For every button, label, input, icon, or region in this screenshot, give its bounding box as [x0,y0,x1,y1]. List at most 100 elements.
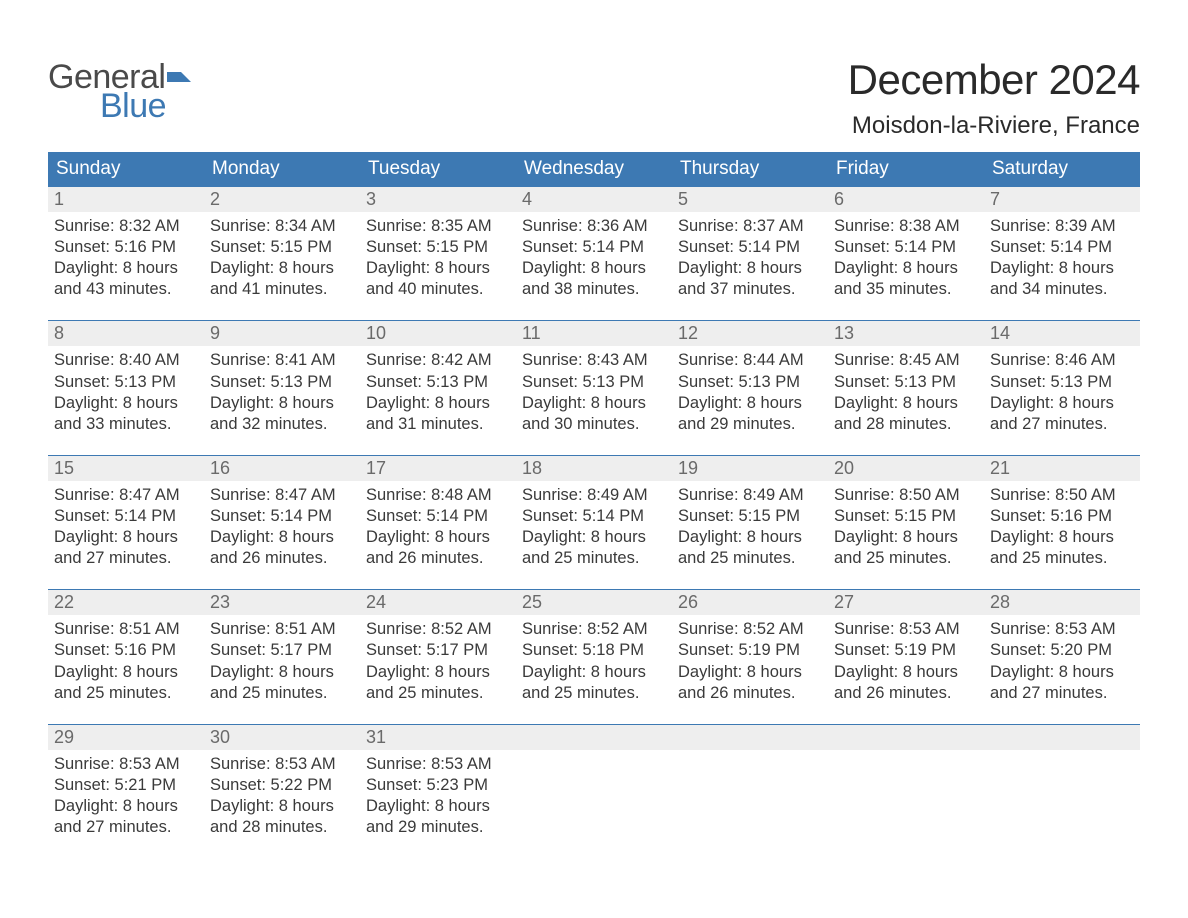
day-number [516,725,672,750]
calendar-week-row: 8Sunrise: 8:40 AMSunset: 5:13 PMDaylight… [48,320,1140,434]
calendar-day-cell: 11Sunrise: 8:43 AMSunset: 5:13 PMDayligh… [516,321,672,434]
calendar-day-cell: 23Sunrise: 8:51 AMSunset: 5:17 PMDayligh… [204,590,360,703]
day-number: 23 [204,590,360,615]
day-number: 19 [672,456,828,481]
day-number: 12 [672,321,828,346]
day-number: 13 [828,321,984,346]
day-details: Sunrise: 8:36 AMSunset: 5:14 PMDaylight:… [516,212,672,300]
day-details: Sunrise: 8:53 AMSunset: 5:20 PMDaylight:… [984,615,1140,703]
day-details [828,750,984,754]
day-number: 14 [984,321,1140,346]
day-details: Sunrise: 8:52 AMSunset: 5:19 PMDaylight:… [672,615,828,703]
day-details: Sunrise: 8:52 AMSunset: 5:17 PMDaylight:… [360,615,516,703]
day-number: 16 [204,456,360,481]
day-number: 25 [516,590,672,615]
day-number: 5 [672,187,828,212]
calendar-day-cell: 16Sunrise: 8:47 AMSunset: 5:14 PMDayligh… [204,456,360,569]
calendar-day-cell: 4Sunrise: 8:36 AMSunset: 5:14 PMDaylight… [516,187,672,300]
calendar-day-cell: 19Sunrise: 8:49 AMSunset: 5:15 PMDayligh… [672,456,828,569]
calendar-week-row: 1Sunrise: 8:32 AMSunset: 5:16 PMDaylight… [48,186,1140,300]
day-details: Sunrise: 8:46 AMSunset: 5:13 PMDaylight:… [984,346,1140,434]
day-details: Sunrise: 8:49 AMSunset: 5:15 PMDaylight:… [672,481,828,569]
day-number: 24 [360,590,516,615]
calendar-header-cell: Thursday [672,152,828,186]
calendar-day-cell: 22Sunrise: 8:51 AMSunset: 5:16 PMDayligh… [48,590,204,703]
calendar-day-cell: 18Sunrise: 8:49 AMSunset: 5:14 PMDayligh… [516,456,672,569]
calendar-day-cell: 28Sunrise: 8:53 AMSunset: 5:20 PMDayligh… [984,590,1140,703]
calendar-header-cell: Monday [204,152,360,186]
day-details: Sunrise: 8:38 AMSunset: 5:14 PMDaylight:… [828,212,984,300]
day-details [672,750,828,754]
calendar-day-cell: 2Sunrise: 8:34 AMSunset: 5:15 PMDaylight… [204,187,360,300]
day-number: 11 [516,321,672,346]
calendar-day-cell: 27Sunrise: 8:53 AMSunset: 5:19 PMDayligh… [828,590,984,703]
day-number: 7 [984,187,1140,212]
calendar-day-cell: 15Sunrise: 8:47 AMSunset: 5:14 PMDayligh… [48,456,204,569]
day-number: 1 [48,187,204,212]
day-details: Sunrise: 8:50 AMSunset: 5:15 PMDaylight:… [828,481,984,569]
day-number [672,725,828,750]
day-details: Sunrise: 8:49 AMSunset: 5:14 PMDaylight:… [516,481,672,569]
calendar-day-cell [984,725,1140,838]
day-number: 17 [360,456,516,481]
logo-word-blue: Blue [100,87,191,126]
calendar-day-cell: 13Sunrise: 8:45 AMSunset: 5:13 PMDayligh… [828,321,984,434]
calendar-header-cell: Sunday [48,152,204,186]
calendar-day-cell: 5Sunrise: 8:37 AMSunset: 5:14 PMDaylight… [672,187,828,300]
day-details: Sunrise: 8:44 AMSunset: 5:13 PMDaylight:… [672,346,828,434]
day-details: Sunrise: 8:53 AMSunset: 5:19 PMDaylight:… [828,615,984,703]
calendar-header-cell: Friday [828,152,984,186]
calendar-header-cell: Wednesday [516,152,672,186]
day-details: Sunrise: 8:43 AMSunset: 5:13 PMDaylight:… [516,346,672,434]
calendar-day-cell [828,725,984,838]
page-title: December 2024 [848,56,1140,104]
day-number: 29 [48,725,204,750]
calendar-week-row: 29Sunrise: 8:53 AMSunset: 5:21 PMDayligh… [48,724,1140,838]
calendar-day-cell [516,725,672,838]
calendar-day-cell: 3Sunrise: 8:35 AMSunset: 5:15 PMDaylight… [360,187,516,300]
day-number: 4 [516,187,672,212]
calendar-day-cell: 8Sunrise: 8:40 AMSunset: 5:13 PMDaylight… [48,321,204,434]
day-details [984,750,1140,754]
day-number [984,725,1140,750]
calendar-day-cell: 21Sunrise: 8:50 AMSunset: 5:16 PMDayligh… [984,456,1140,569]
day-details: Sunrise: 8:48 AMSunset: 5:14 PMDaylight:… [360,481,516,569]
day-number: 28 [984,590,1140,615]
day-details [516,750,672,754]
calendar-day-cell: 12Sunrise: 8:44 AMSunset: 5:13 PMDayligh… [672,321,828,434]
day-number [828,725,984,750]
calendar-header-row: SundayMondayTuesdayWednesdayThursdayFrid… [48,152,1140,186]
day-number: 15 [48,456,204,481]
logo-flag-icon [167,68,191,88]
calendar-week-row: 22Sunrise: 8:51 AMSunset: 5:16 PMDayligh… [48,589,1140,703]
day-details: Sunrise: 8:32 AMSunset: 5:16 PMDaylight:… [48,212,204,300]
calendar-day-cell: 7Sunrise: 8:39 AMSunset: 5:14 PMDaylight… [984,187,1140,300]
day-number: 2 [204,187,360,212]
calendar-day-cell: 10Sunrise: 8:42 AMSunset: 5:13 PMDayligh… [360,321,516,434]
calendar-week-row: 15Sunrise: 8:47 AMSunset: 5:14 PMDayligh… [48,455,1140,569]
day-details: Sunrise: 8:53 AMSunset: 5:22 PMDaylight:… [204,750,360,838]
day-number: 8 [48,321,204,346]
calendar-day-cell: 9Sunrise: 8:41 AMSunset: 5:13 PMDaylight… [204,321,360,434]
day-details: Sunrise: 8:41 AMSunset: 5:13 PMDaylight:… [204,346,360,434]
day-details: Sunrise: 8:40 AMSunset: 5:13 PMDaylight:… [48,346,204,434]
calendar: SundayMondayTuesdayWednesdayThursdayFrid… [48,152,1140,838]
day-details: Sunrise: 8:53 AMSunset: 5:21 PMDaylight:… [48,750,204,838]
day-number: 3 [360,187,516,212]
day-details: Sunrise: 8:47 AMSunset: 5:14 PMDaylight:… [48,481,204,569]
calendar-day-cell: 31Sunrise: 8:53 AMSunset: 5:23 PMDayligh… [360,725,516,838]
calendar-day-cell: 17Sunrise: 8:48 AMSunset: 5:14 PMDayligh… [360,456,516,569]
day-number: 9 [204,321,360,346]
day-number: 6 [828,187,984,212]
day-details: Sunrise: 8:50 AMSunset: 5:16 PMDaylight:… [984,481,1140,569]
calendar-day-cell: 29Sunrise: 8:53 AMSunset: 5:21 PMDayligh… [48,725,204,838]
day-details: Sunrise: 8:37 AMSunset: 5:14 PMDaylight:… [672,212,828,300]
day-details: Sunrise: 8:45 AMSunset: 5:13 PMDaylight:… [828,346,984,434]
day-details: Sunrise: 8:53 AMSunset: 5:23 PMDaylight:… [360,750,516,838]
calendar-header-cell: Saturday [984,152,1140,186]
location-subtitle: Moisdon-la-Riviere, France [848,112,1140,140]
day-number: 20 [828,456,984,481]
calendar-day-cell: 20Sunrise: 8:50 AMSunset: 5:15 PMDayligh… [828,456,984,569]
logo: General Blue [48,58,191,126]
day-details: Sunrise: 8:39 AMSunset: 5:14 PMDaylight:… [984,212,1140,300]
